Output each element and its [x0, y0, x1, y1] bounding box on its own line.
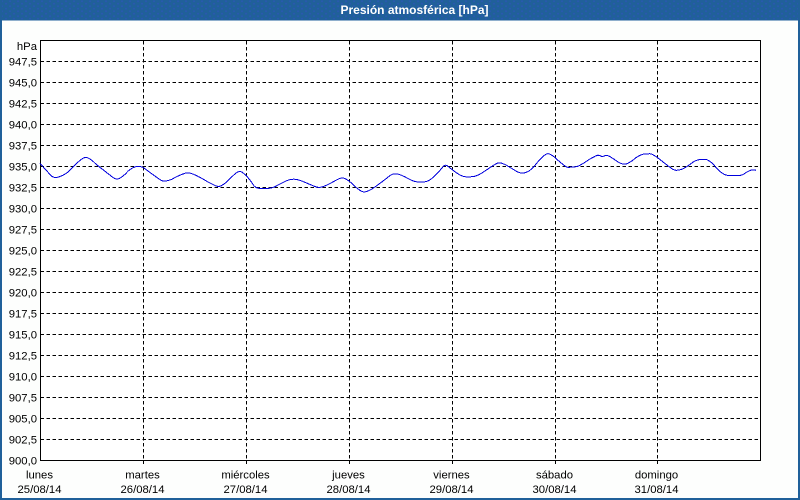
svg-text:930,0: 930,0 [9, 204, 37, 216]
svg-text:915,0: 915,0 [9, 330, 37, 342]
svg-text:31/08/14: 31/08/14 [635, 484, 679, 496]
svg-text:905,0: 905,0 [9, 414, 37, 426]
svg-text:29/08/14: 29/08/14 [430, 484, 474, 496]
svg-text:900,0: 900,0 [9, 456, 37, 468]
svg-text:28/08/14: 28/08/14 [327, 484, 371, 496]
svg-text:910,0: 910,0 [9, 372, 37, 384]
svg-text:927,5: 927,5 [9, 225, 37, 237]
svg-text:domingo: domingo [635, 469, 678, 481]
svg-text:932,5: 932,5 [9, 183, 37, 195]
svg-text:922,5: 922,5 [9, 267, 37, 279]
svg-text:947,5: 947,5 [9, 57, 37, 69]
svg-text:935,0: 935,0 [9, 162, 37, 174]
svg-text:937,5: 937,5 [9, 141, 37, 153]
svg-text:30/08/14: 30/08/14 [533, 484, 577, 496]
svg-text:907,5: 907,5 [9, 393, 37, 405]
svg-text:jueves: jueves [331, 469, 365, 481]
svg-text:942,5: 942,5 [9, 99, 37, 111]
svg-text:hPa: hPa [17, 41, 38, 53]
svg-text:912,5: 912,5 [9, 351, 37, 363]
svg-text:902,5: 902,5 [9, 435, 37, 447]
svg-text:940,0: 940,0 [9, 120, 37, 132]
svg-text:sábado: sábado [536, 469, 573, 481]
svg-text:25/08/14: 25/08/14 [18, 484, 62, 496]
svg-text:Presión atmosférica [hPa]: Presión atmosférica [hPa] [340, 3, 488, 17]
svg-text:viernes: viernes [433, 469, 470, 481]
svg-text:lunes: lunes [26, 469, 53, 481]
svg-text:925,0: 925,0 [9, 246, 37, 258]
svg-text:920,0: 920,0 [9, 288, 37, 300]
svg-text:27/08/14: 27/08/14 [224, 484, 268, 496]
svg-text:945,0: 945,0 [9, 78, 37, 90]
svg-text:miércoles: miércoles [221, 469, 270, 481]
svg-text:martes: martes [125, 469, 160, 481]
svg-text:917,5: 917,5 [9, 309, 37, 321]
svg-text:26/08/14: 26/08/14 [121, 484, 165, 496]
